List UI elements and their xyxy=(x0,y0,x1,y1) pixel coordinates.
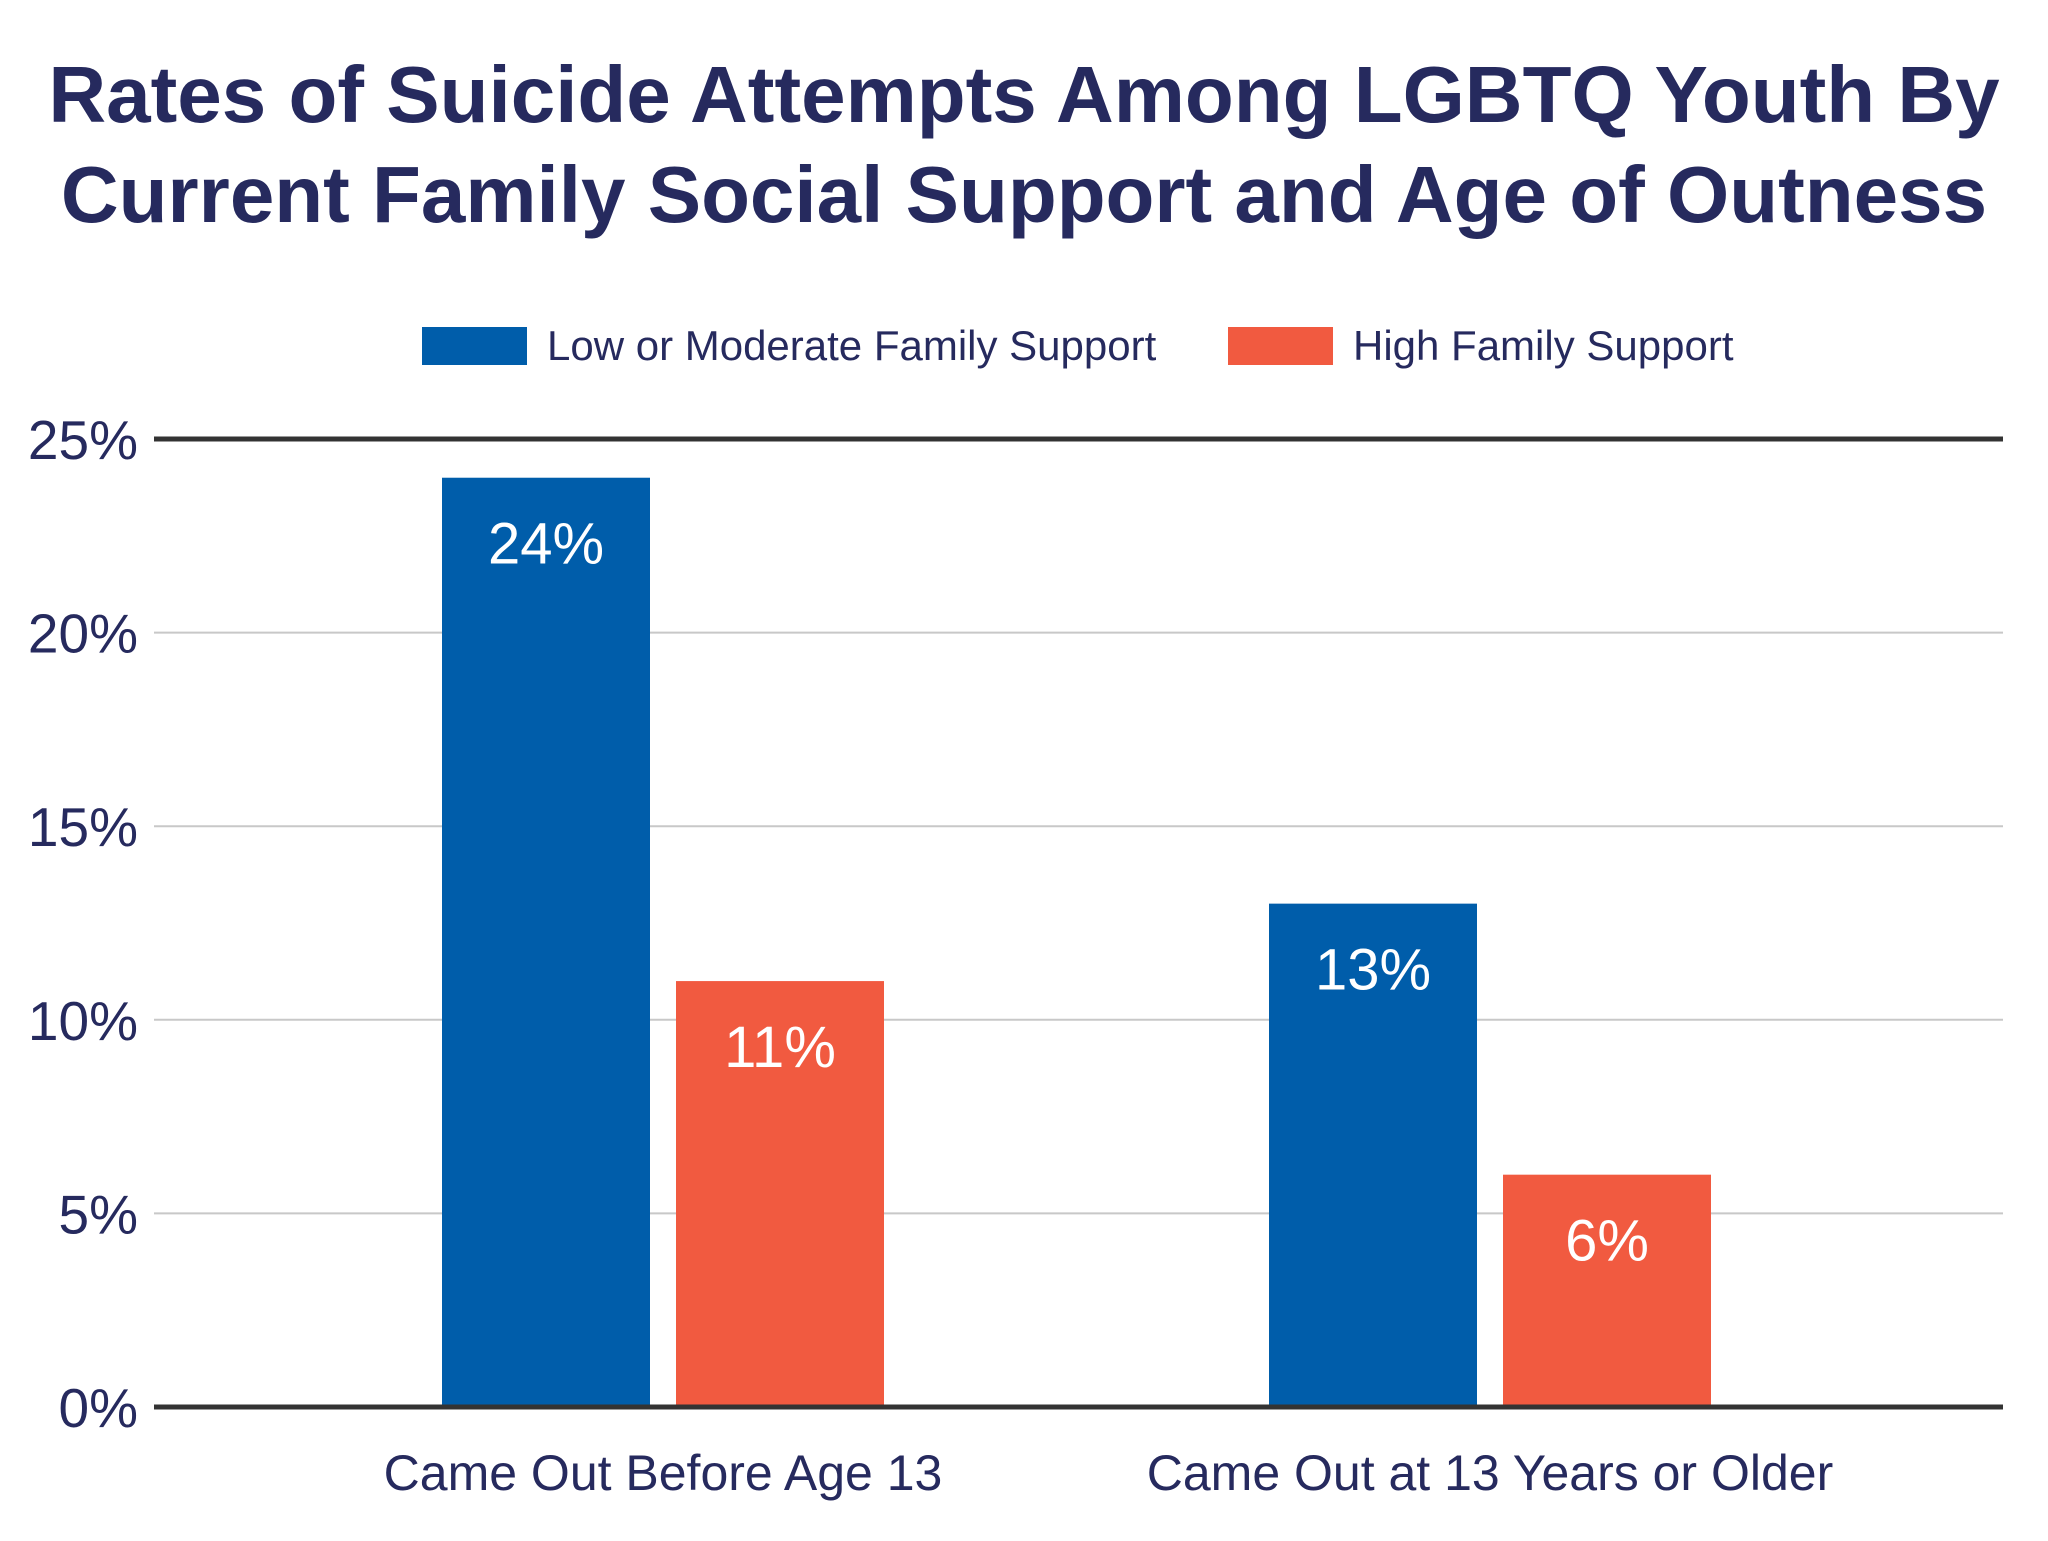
bars: 24% 11% 13% 6% xyxy=(154,477,2003,1410)
data-label: 11% xyxy=(724,1015,836,1080)
data-label: 24% xyxy=(488,512,604,577)
legend-label-low-moderate: Low or Moderate Family Support xyxy=(547,322,1157,369)
x-axis-labels: Came Out Before Age 13 Came Out at 13 Yea… xyxy=(384,1445,1834,1501)
data-label: 6% xyxy=(1565,1209,1649,1274)
bar xyxy=(676,981,884,1407)
y-tick-label: 0% xyxy=(59,1377,139,1439)
gridlines xyxy=(154,436,2003,1410)
legend: Low or Moderate Family Support High Fami… xyxy=(422,322,1734,369)
bar xyxy=(442,477,650,1408)
data-label: 13% xyxy=(1315,938,1431,1003)
y-tick-label: 5% xyxy=(59,1183,139,1245)
y-tick-label: 15% xyxy=(28,796,138,858)
chart-title-line-1: Rates of Suicide Attempts Among LGBTQ Yo… xyxy=(48,50,2000,139)
legend-swatch-high xyxy=(1228,327,1333,365)
legend-label-high: High Family Support xyxy=(1353,322,1734,369)
y-axis-ticks: 0% 5% 10% 15% 20% 25% xyxy=(28,409,138,1439)
y-tick-label: 25% xyxy=(28,409,138,471)
legend-swatch-low-moderate xyxy=(422,327,527,365)
bar xyxy=(1269,903,1477,1407)
chart-title-line-2: Current Family Social Support and Age of… xyxy=(61,150,1987,239)
x-category-label: Came Out at 13 Years or Older xyxy=(1147,1445,1833,1501)
y-tick-label: 10% xyxy=(28,990,138,1052)
bar xyxy=(1503,1174,1711,1407)
y-tick-label: 20% xyxy=(28,603,138,665)
x-category-label: Came Out Before Age 13 xyxy=(384,1445,943,1501)
